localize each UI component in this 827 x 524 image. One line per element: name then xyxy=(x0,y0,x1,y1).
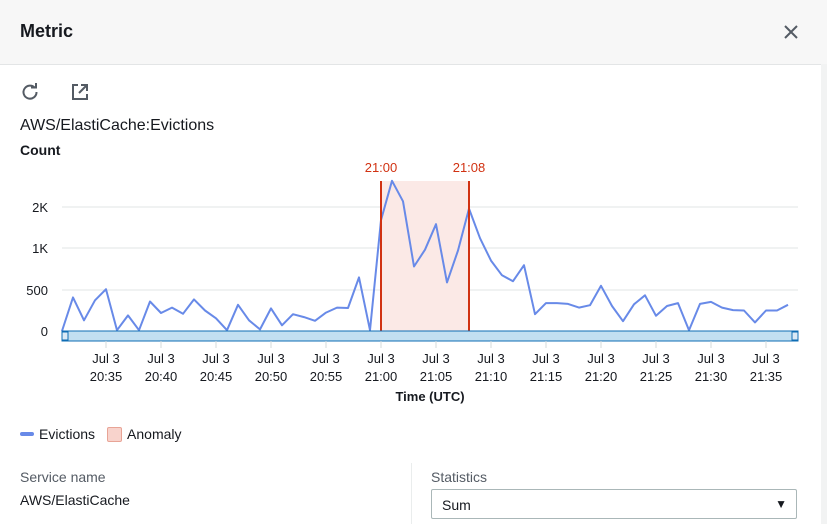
x-axis-title: Time (UTC) xyxy=(395,389,464,404)
x-tick-time: 21:35 xyxy=(750,369,783,384)
legend-anomaly[interactable]: Anomaly xyxy=(127,426,182,442)
x-tick-date: Jul 3 xyxy=(147,351,174,366)
x-tick-time: 20:45 xyxy=(200,369,233,384)
x-tick-time: 21:05 xyxy=(420,369,453,384)
chart-legend: Evictions Anomaly xyxy=(20,426,182,442)
service-name-value: AWS/ElastiCache xyxy=(20,492,130,508)
y-tick-label: 0 xyxy=(41,324,48,339)
y-tick-label: 1K xyxy=(32,241,48,256)
x-tick-date: Jul 3 xyxy=(422,351,449,366)
x-tick-time: 21:30 xyxy=(695,369,728,384)
statistics-select[interactable]: Sum ▼ xyxy=(431,489,797,519)
metric-chart: 0 500 1K 2K 21:00 21:08 Jul 3 20:35 Jul 3 20:40 Ju… xyxy=(26,160,799,404)
x-tick-time: 21:15 xyxy=(530,369,563,384)
x-tick-date: Jul 3 xyxy=(587,351,614,366)
caret-down-icon: ▼ xyxy=(775,497,787,511)
x-tick-time: 21:20 xyxy=(585,369,618,384)
x-tick-date: Jul 3 xyxy=(477,351,504,366)
external-link-icon[interactable] xyxy=(70,82,90,102)
legend-line-swatch xyxy=(20,432,34,436)
y-tick-label: 500 xyxy=(26,283,48,298)
modal-header: Metric xyxy=(0,0,827,65)
legend-evictions[interactable]: Evictions xyxy=(39,426,96,442)
brush-handle-left xyxy=(61,331,69,341)
x-tick-time: 21:25 xyxy=(640,369,673,384)
x-tick-date: Jul 3 xyxy=(367,351,394,366)
column-divider xyxy=(411,463,412,524)
x-tick-date: Jul 3 xyxy=(532,351,559,366)
x-tick-time: 20:55 xyxy=(310,369,343,384)
x-tick-time: 21:00 xyxy=(365,369,398,384)
panel-scrollbar[interactable] xyxy=(821,64,827,524)
service-name-label: Service name xyxy=(20,469,106,485)
x-tick-date: Jul 3 xyxy=(92,351,119,366)
unit-label: Count xyxy=(20,142,61,158)
statistics-value: Sum xyxy=(442,497,471,513)
x-tick-date: Jul 3 xyxy=(202,351,229,366)
close-icon[interactable] xyxy=(780,21,802,43)
time-range-brush xyxy=(61,330,799,342)
x-tick-date: Jul 3 xyxy=(257,351,284,366)
brush-handle-right xyxy=(791,331,799,341)
x-tick-date: Jul 3 xyxy=(752,351,779,366)
y-tick-label: 2K xyxy=(32,200,48,215)
x-tick-time: 20:40 xyxy=(145,369,178,384)
statistics-label: Statistics xyxy=(431,469,488,485)
x-tick-time: 20:50 xyxy=(255,369,288,384)
x-tick-date: Jul 3 xyxy=(312,351,339,366)
metric-title: AWS/ElastiCache:Evictions xyxy=(20,117,215,134)
x-tick-time: 21:10 xyxy=(475,369,508,384)
x-tick-date: Jul 3 xyxy=(642,351,669,366)
x-tick-time: 20:35 xyxy=(90,369,123,384)
x-tick-date: Jul 3 xyxy=(697,351,724,366)
refresh-icon[interactable] xyxy=(20,82,40,102)
legend-anomaly-swatch xyxy=(107,426,123,442)
anomaly-marker-label: 21:00 xyxy=(365,160,398,175)
modal-title: Metric xyxy=(20,21,74,41)
anomaly-marker-label: 21:08 xyxy=(453,160,486,175)
anomaly-band xyxy=(381,181,469,331)
